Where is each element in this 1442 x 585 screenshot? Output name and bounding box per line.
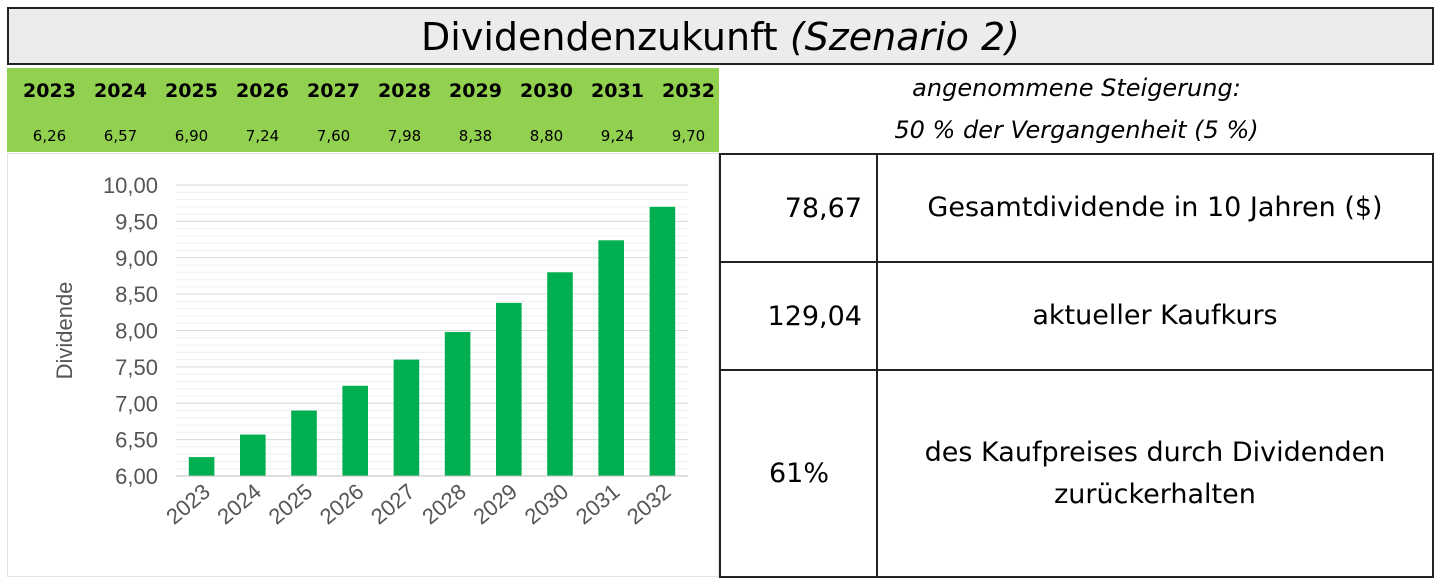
x-tick-label: 2026 xyxy=(315,479,369,530)
kpi-payback-percent-label: des Kaufpreises durch Dividenden zurücke… xyxy=(876,369,1434,578)
y-tick-label: 6,00 xyxy=(115,464,158,489)
kpi-row-purchase-price: 129,04 aktueller Kaufkurs xyxy=(719,261,1434,372)
value-2032: 9,70 xyxy=(671,127,706,145)
bar-2023 xyxy=(188,457,215,476)
year-2026: 2026 xyxy=(236,80,289,102)
value-2025: 6,90 xyxy=(174,127,209,145)
value-2026: 7,24 xyxy=(245,127,280,145)
bar-2031 xyxy=(598,240,624,476)
kpi-table: 78,67 Gesamtdividende in 10 Jahren ($) 1… xyxy=(719,152,1434,578)
x-tick-label: 2023 xyxy=(161,479,215,530)
title-scenario: (Szenario 2) xyxy=(789,15,1020,59)
assumption-line1: angenommene Steigerung: xyxy=(912,74,1241,102)
bar-2025 xyxy=(291,410,317,476)
kpi-total-dividend-label: Gesamtdividende in 10 Jahren ($) xyxy=(876,152,1434,264)
x-tick-label: 2027 xyxy=(366,479,420,530)
year-2028: 2028 xyxy=(378,80,431,102)
year-2029: 2029 xyxy=(449,80,502,102)
kpi-row-payback-percent: 61% des Kaufpreises durch Dividenden zur… xyxy=(719,369,1434,578)
kpi-purchase-price-label: aktueller Kaufkurs xyxy=(876,261,1434,372)
chart-svg: 6,00 6,50 7,00 7,50 8,00 8,50 9,00 9,50 10,00 Div… xyxy=(52,173,688,530)
year-2027: 2027 xyxy=(307,80,360,102)
y-tick-label: 7,50 xyxy=(115,355,158,380)
y-tick-label: 10,00 xyxy=(103,173,158,198)
value-2023: 6,26 xyxy=(32,127,67,145)
value-2031: 9,24 xyxy=(600,127,635,145)
page-title: Dividendenzukunft (Szenario 2) xyxy=(7,7,1434,65)
x-tick-label: 2024 xyxy=(212,479,266,530)
bar-2026 xyxy=(342,385,368,476)
dividend-bar-chart: 6,00 6,50 7,00 7,50 8,00 8,50 9,00 9,50 10,00 Div… xyxy=(7,153,719,577)
x-tick-label: 2031 xyxy=(571,479,625,530)
value-2029: 8,38 xyxy=(458,127,493,145)
year-2024: 2024 xyxy=(94,80,147,102)
bar-2027 xyxy=(393,359,420,476)
bar-2029 xyxy=(496,302,522,476)
kpi-total-dividend-value: 78,67 xyxy=(719,152,878,264)
value-2024: 6,57 xyxy=(103,127,138,145)
year-values-band: 2023 2024 2025 2026 2027 2028 2029 2030 … xyxy=(7,68,719,152)
value-2027: 7,60 xyxy=(316,127,351,145)
year-2025: 2025 xyxy=(165,80,218,102)
y-tick-label: 6,50 xyxy=(115,428,158,453)
year-2023: 2023 xyxy=(23,80,76,102)
kpi-row-total-dividend: 78,67 Gesamtdividende in 10 Jahren ($) xyxy=(719,152,1434,264)
title-main: Dividendenzukunft xyxy=(421,15,778,59)
assumption-line2: 50 % der Vergangenheit (5 %) xyxy=(894,116,1259,144)
x-tick-label: 2028 xyxy=(417,479,471,530)
bar-2030 xyxy=(547,272,573,476)
kpi-payback-percent-value: 61% xyxy=(719,369,878,578)
value-2030: 8,80 xyxy=(529,127,564,145)
y-tick-label: 9,00 xyxy=(115,246,158,271)
bar-2028 xyxy=(444,331,471,476)
x-tick-label: 2025 xyxy=(264,479,318,530)
y-axis-label: Dividende xyxy=(52,282,77,380)
y-tick-label: 9,50 xyxy=(115,209,158,234)
y-tick-label: 8,50 xyxy=(115,282,158,307)
year-2031: 2031 xyxy=(591,80,644,102)
bar-2024 xyxy=(240,434,266,476)
kpi-payback-label-line2: zurückerhalten xyxy=(1054,478,1256,510)
kpi-payback-label-line1: des Kaufpreises durch Dividenden xyxy=(924,436,1386,468)
x-tick-label: 2032 xyxy=(622,479,676,530)
value-2028: 7,98 xyxy=(387,127,422,145)
y-tick-label: 8,00 xyxy=(115,319,158,344)
bar-2032 xyxy=(649,206,676,476)
x-tick-label: 2029 xyxy=(468,479,522,530)
x-tick-label: 2030 xyxy=(520,479,574,530)
y-tick-label: 7,00 xyxy=(115,391,158,416)
year-2030: 2030 xyxy=(520,80,573,102)
year-2032: 2032 xyxy=(662,80,715,102)
kpi-purchase-price-value: 129,04 xyxy=(719,261,878,372)
